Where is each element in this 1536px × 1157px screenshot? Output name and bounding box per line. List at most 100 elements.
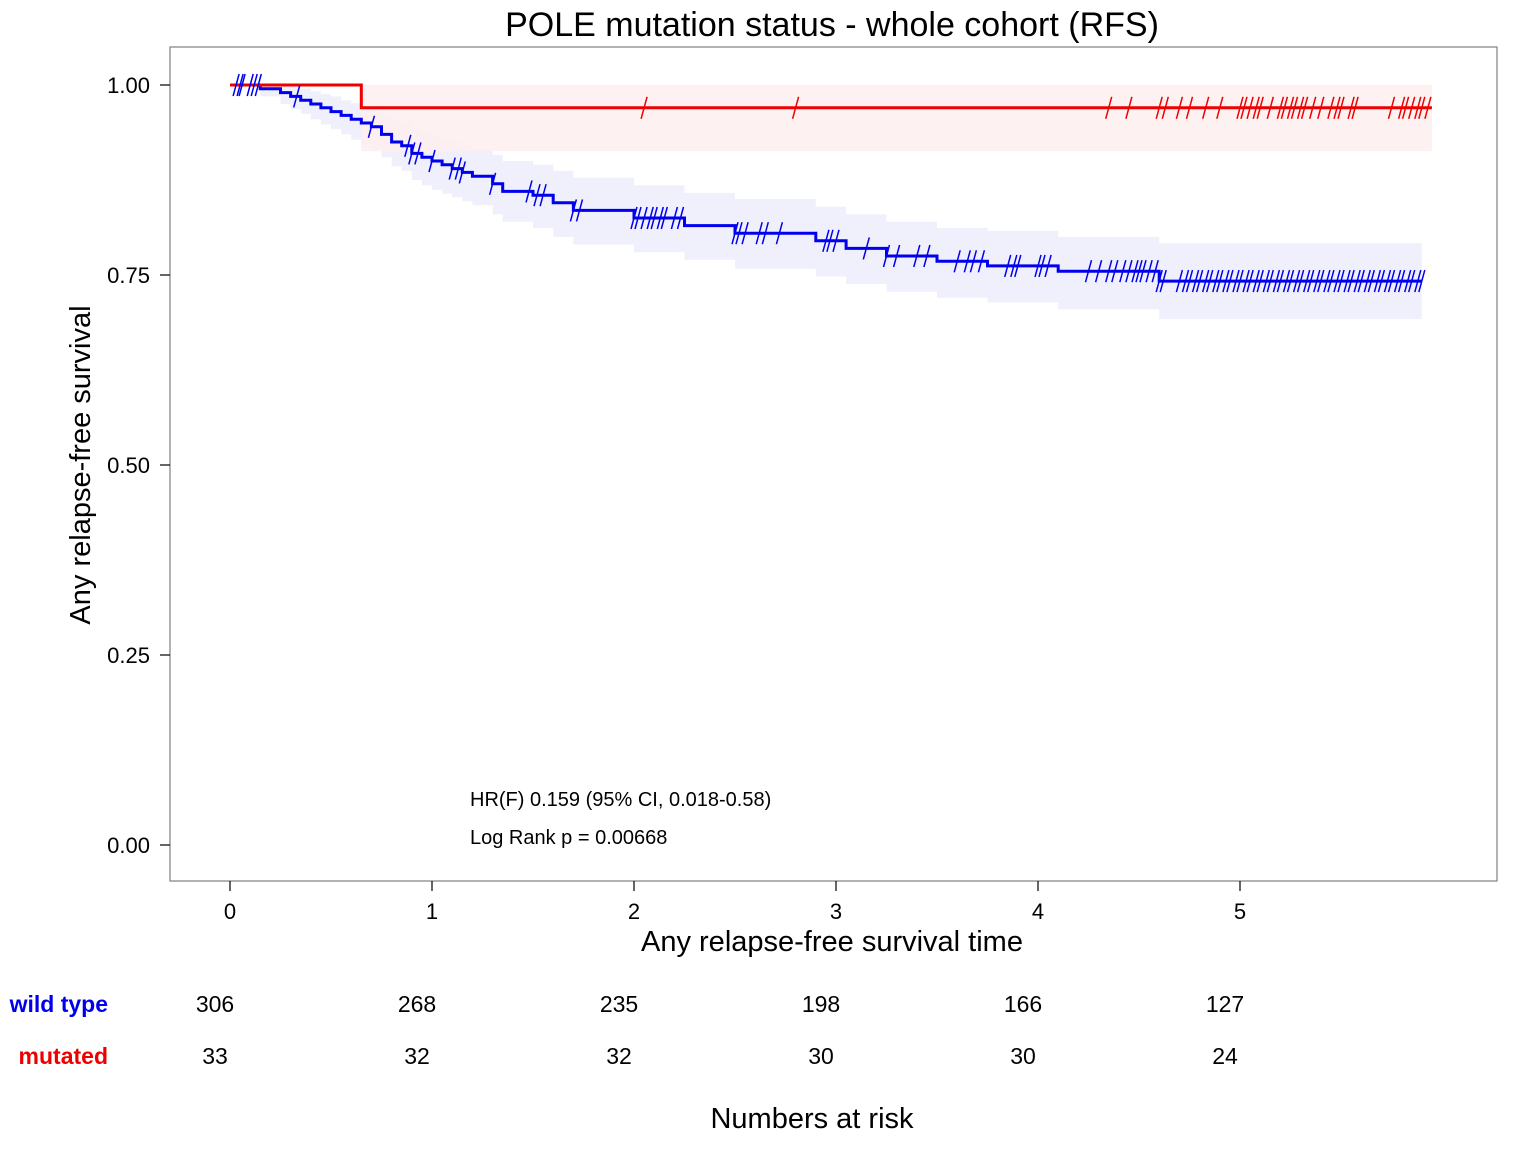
censor-mark-wild-type	[1094, 260, 1103, 283]
censor-mark-wild-type	[832, 229, 840, 252]
censor-mark-mutated	[1155, 96, 1163, 119]
y-tick-label: 0.50	[107, 453, 150, 478]
censor-mark-mutated	[1256, 96, 1264, 119]
censor-mark-wild-type	[292, 85, 301, 108]
risk-count-wild-type: 198	[802, 991, 840, 1017]
censor-mark-wild-type	[1418, 269, 1426, 293]
censor-mark-mutated	[1397, 96, 1406, 119]
censor-mark-wild-type	[1387, 269, 1396, 293]
censor-mark-wild-type	[1282, 269, 1291, 293]
censor-mark-wild-type	[533, 184, 541, 207]
censor-mark-wild-type	[1151, 260, 1159, 283]
censor-mark-wild-type	[882, 244, 891, 268]
censor-mark-wild-type	[1262, 269, 1271, 293]
censor-mark-wild-type	[236, 73, 244, 97]
censor-mark-wild-type	[1302, 269, 1311, 293]
censor-mark-wild-type	[539, 184, 547, 207]
censor-mark-wild-type	[1373, 269, 1382, 293]
censor-mark-wild-type	[1155, 269, 1163, 293]
censor-mark-mutated	[1337, 96, 1345, 119]
survival-curves	[230, 83, 1432, 283]
censor-mark-wild-type	[1276, 269, 1285, 293]
censor-mark-wild-type	[660, 206, 669, 230]
censor-mark-wild-type	[1084, 260, 1093, 283]
censor-mark-wild-type	[1397, 269, 1406, 293]
risk-count-wild-type: 268	[398, 991, 436, 1017]
censor-mark-mutated	[1236, 96, 1244, 119]
censor-mark-mutated	[1246, 96, 1254, 119]
censor-mark-wild-type	[656, 206, 665, 230]
censor-mark-wild-type	[1246, 269, 1254, 293]
censor-mark-mutated	[1161, 96, 1170, 119]
censor-mark-wild-type	[1159, 269, 1167, 293]
censor-mark-wild-type	[1266, 269, 1275, 293]
x-tick-label: 1	[426, 899, 438, 924]
censor-mark-wild-type	[953, 250, 961, 273]
censor-mark-mutated	[1308, 96, 1317, 119]
censor-mark-wild-type	[977, 250, 986, 273]
numbers-at-risk-table: wild type 306 268 235 198 166 127 mutated 33 32 32…	[9, 991, 1245, 1069]
censor-mark-wild-type	[741, 222, 749, 245]
censor-mark-wild-type	[1337, 269, 1345, 293]
censor-mark-wild-type	[1306, 269, 1315, 293]
censor-mark-wild-type	[1044, 254, 1052, 278]
x-axis: 0 1 2 3 4 5	[224, 881, 1246, 924]
chart-title: POLE mutation status - whole cohort (RFS…	[505, 6, 1159, 44]
censor-mark-wild-type	[1377, 269, 1386, 293]
censor-mark-wild-type	[448, 157, 456, 180]
censor-mark-mutated	[1125, 96, 1133, 119]
confidence-bands	[230, 85, 1432, 320]
censor-mark-wild-type	[963, 250, 972, 273]
censor-mark-mutated	[1280, 96, 1289, 119]
censor-mark-wild-type	[1407, 269, 1416, 293]
censor-mark-mutated	[1414, 96, 1422, 119]
risk-row-label-wild-type: wild type	[9, 991, 108, 1017]
logrank-annotation: Log Rank p = 0.00668	[470, 827, 667, 849]
risk-count-mutated: 32	[606, 1043, 632, 1069]
censor-mark-wild-type	[1135, 260, 1143, 283]
censor-mark-wild-type	[1236, 269, 1244, 293]
hr-annotation: HR(F) 0.159 (95% CI, 0.018-0.58)	[470, 789, 771, 811]
censor-mark-wild-type	[575, 199, 584, 222]
censor-mark-mutated	[1175, 96, 1184, 119]
censor-mark-wild-type	[1242, 269, 1250, 293]
censor-marks	[232, 73, 1432, 293]
risk-table-title: Numbers at risk	[710, 1103, 914, 1135]
censor-mark-wild-type	[1212, 269, 1220, 293]
y-tick-label: 0.00	[107, 833, 150, 858]
censor-mark-wild-type	[892, 244, 901, 268]
censor-mark-wild-type	[1205, 269, 1214, 293]
censor-mark-wild-type	[1343, 269, 1351, 293]
ci-band-mutated	[230, 85, 1432, 152]
censor-mark-mutated	[1201, 96, 1210, 119]
censor-mark-mutated	[1424, 96, 1432, 119]
survival-curve-wild-type	[230, 83, 1422, 283]
plot-panel-border	[169, 46, 1498, 882]
survival-curve-mutated	[230, 83, 1432, 110]
censor-mark-wild-type	[1323, 269, 1331, 293]
censor-mark-wild-type	[246, 73, 254, 97]
censor-mark-wild-type	[1292, 269, 1301, 293]
censor-mark-wild-type	[1145, 260, 1153, 283]
censor-mark-mutated	[1216, 96, 1224, 119]
censor-mark-wild-type	[775, 222, 784, 245]
censor-mark-wild-type	[1317, 269, 1325, 293]
censor-mark-wild-type	[1327, 269, 1335, 293]
censor-mark-wild-type	[1185, 269, 1194, 293]
risk-count-wild-type: 306	[196, 991, 234, 1017]
censor-mark-wild-type	[1104, 260, 1113, 283]
censor-mark-wild-type	[1125, 260, 1133, 283]
risk-count-wild-type: 235	[600, 991, 638, 1017]
risk-count-mutated: 30	[1010, 1043, 1036, 1069]
censor-mark-wild-type	[630, 206, 638, 230]
risk-count-mutated: 30	[808, 1043, 834, 1069]
censor-mark-wild-type	[646, 206, 654, 230]
censor-mark-wild-type	[488, 172, 497, 195]
censor-mark-wild-type	[408, 142, 416, 165]
censor-mark-wild-type	[1363, 269, 1372, 293]
censor-mark-wild-type	[1357, 269, 1365, 293]
censor-mark-mutated	[1401, 96, 1410, 119]
censor-mark-mutated	[1104, 96, 1113, 119]
censor-mark-wild-type	[862, 237, 871, 260]
censor-mark-wild-type	[1003, 254, 1012, 278]
